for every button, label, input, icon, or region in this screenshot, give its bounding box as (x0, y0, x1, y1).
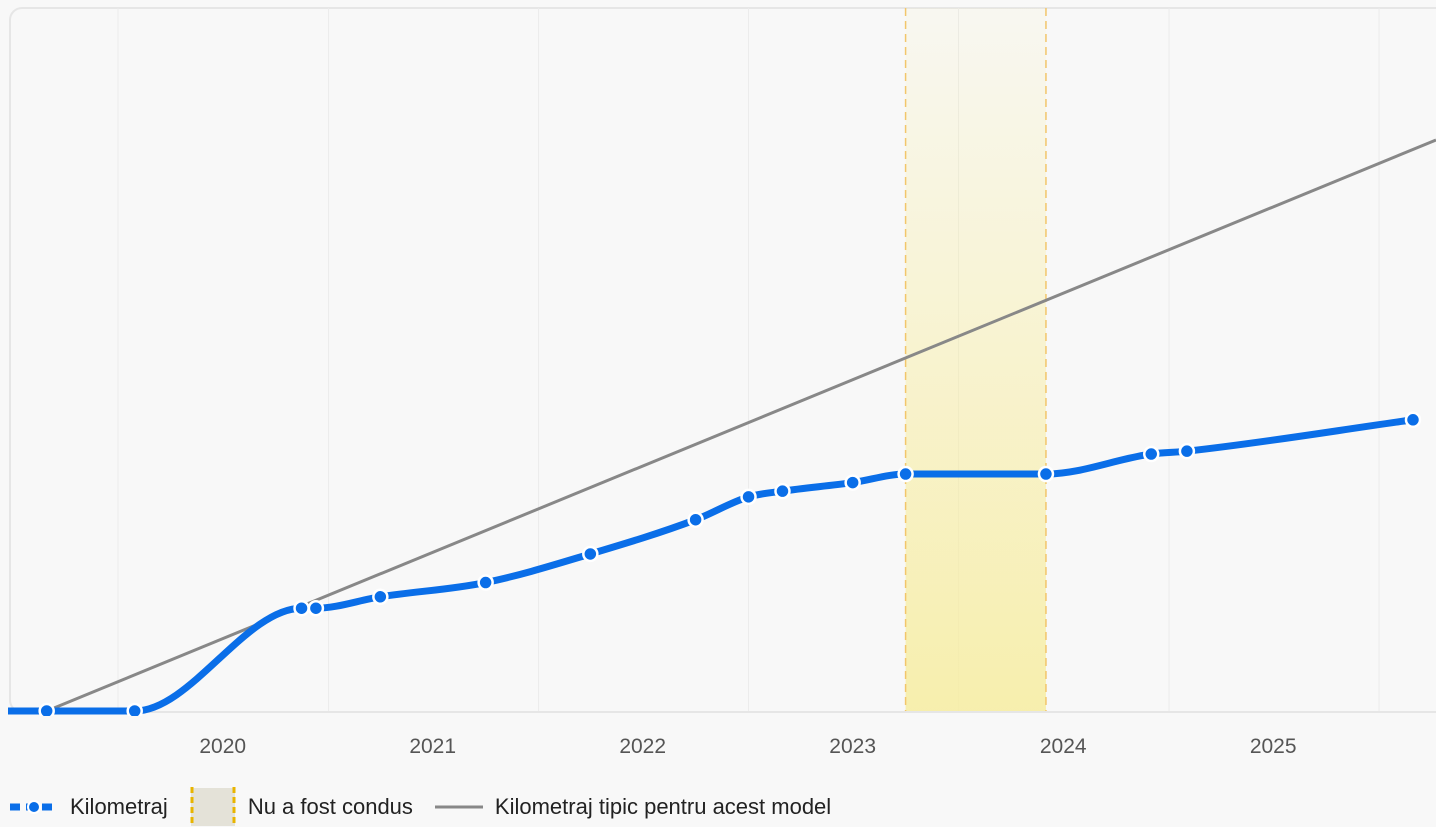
legend-item-typical[interactable]: Kilometraj tipic pentru acest model (434, 794, 832, 820)
legend-not-driven-swatch (190, 787, 236, 827)
kilometraj-point-3[interactable] (307, 599, 325, 617)
x-tick-2024: 2024 (1040, 735, 1087, 758)
kilometraj-point-8[interactable] (740, 488, 757, 506)
x-tick-2023: 2023 (829, 735, 876, 758)
legend-kilometraj-swatch (10, 800, 58, 814)
kilometraj-point-4[interactable] (372, 588, 389, 606)
not-driven-band (905, 8, 1046, 711)
not-driven-highlights (904, 8, 1047, 711)
x-tick-2021: 2021 (409, 735, 456, 758)
chart-legend: Kilometraj Nu a fost condus Kilometraj t… (10, 787, 853, 827)
kilometraj-point-14[interactable] (1178, 442, 1196, 460)
series-points (38, 411, 1422, 718)
legend-typical-label: Kilometraj tipic pentru acest model (494, 794, 832, 819)
kilometraj-point-13[interactable] (1142, 445, 1160, 463)
kilometraj-point-10[interactable] (844, 474, 861, 491)
kilometraj-point-6[interactable] (582, 545, 599, 563)
kilometraj-point-12[interactable] (1037, 465, 1055, 483)
x-tick-2025: 2025 (1250, 735, 1297, 758)
kilometraj-point-9[interactable] (774, 482, 791, 500)
kilometraj-point-2[interactable] (293, 599, 310, 617)
plot-background (9, 7, 1436, 713)
kilometraj-point-11[interactable] (897, 465, 914, 483)
legend-item-not-driven[interactable]: Nu a fost condus (190, 787, 413, 827)
x-axis-ticks: 2020202120222023202420252026 (199, 735, 1297, 758)
kilometraj-point-1[interactable] (126, 702, 143, 718)
mileage-chart: 2020202120222023202420252026 (8, 7, 1436, 758)
kilometraj-point-15[interactable] (1404, 411, 1422, 429)
kilometraj-point-0[interactable] (38, 702, 55, 718)
legend-typical-swatch (434, 805, 483, 809)
x-tick-2022: 2022 (619, 735, 666, 758)
legend-not-driven-label: Nu a fost condus (247, 794, 413, 819)
kilometraj-point-7[interactable] (687, 511, 704, 528)
legend-kilometraj-label: Kilometraj (70, 794, 168, 819)
x-tick-2020: 2020 (199, 735, 246, 758)
kilometraj-point-5[interactable] (477, 574, 494, 591)
legend-item-kilometraj[interactable]: Kilometraj (10, 794, 168, 820)
